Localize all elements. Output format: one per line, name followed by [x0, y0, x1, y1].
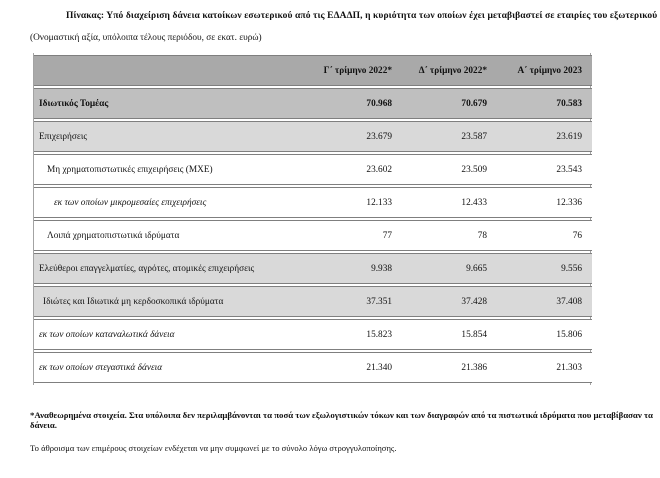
footnote-revised-data: *Αναθεωρημένα στοιχεία. Στα υπόλοιπα δεν…	[30, 410, 653, 430]
cell-value: 76	[497, 220, 592, 251]
loans-table: Γ΄ τρίμηνο 2022* Δ΄ τρίμηνο 2022* Α΄ τρί…	[34, 53, 592, 385]
cell-value: 9.556	[497, 253, 592, 284]
header-empty-cell	[34, 55, 307, 86]
cell-value: 15.854	[402, 319, 497, 350]
cell-value: 9.665	[402, 253, 497, 284]
page-title: Πίνακας: Υπό διαχείριση δάνεια κατοίκων …	[66, 11, 658, 21]
table-row-housing-loans: εκ των οποίων στεγαστικά δάνεια 21.340 2…	[34, 352, 592, 383]
cell-value: 15.823	[307, 319, 402, 350]
table-row-other-financial-institutions: Λοιπά χρηματοπιστωτικά ιδρύματα 77 78 76	[34, 220, 592, 251]
row-label: εκ των οποίων στεγαστικά δάνεια	[34, 352, 307, 383]
page-subtitle: (Ονομαστική αξία, υπόλοιπα τέλους περιόδ…	[30, 33, 262, 43]
cell-value: 77	[307, 220, 402, 251]
cell-value: 70.968	[307, 88, 402, 119]
table-row-individuals-npish: Ιδιώτες και Ιδιωτικά μη κερδοσκοπικά ιδρ…	[34, 286, 592, 317]
row-label: εκ των οποίων καταναλωτικά δάνεια	[34, 319, 307, 350]
row-label: Ιδιωτικός Τομέας	[34, 88, 307, 119]
cell-value: 70.583	[497, 88, 592, 119]
data-table-frame: Γ΄ τρίμηνο 2022* Δ΄ τρίμηνο 2022* Α΄ τρί…	[33, 53, 592, 385]
cell-value: 12.433	[402, 187, 497, 218]
table-row-sme: εκ των οποίων μικρομεσαίες επιχειρήσεις …	[34, 187, 592, 218]
cell-value: 23.509	[402, 154, 497, 185]
footnote-rounding: Το άθροισμα των επιμέρους στοιχείων ενδέ…	[30, 443, 397, 453]
column-header-q4-2022: Δ΄ τρίμηνο 2022*	[402, 55, 497, 86]
table-row-nonfinancial-corporations: Μη χρηματοπιστωτικές επιχειρήσεις (ΜΧΕ) …	[34, 154, 592, 185]
column-header-q3-2022: Γ΄ τρίμηνο 2022*	[307, 55, 402, 86]
cell-value: 9.938	[307, 253, 402, 284]
cell-value: 23.679	[307, 121, 402, 152]
cell-value: 12.133	[307, 187, 402, 218]
cell-value: 15.806	[497, 319, 592, 350]
cell-value: 21.303	[497, 352, 592, 383]
table-row-private-sector: Ιδιωτικός Τομέας 70.968 70.679 70.583	[34, 88, 592, 119]
cell-value: 23.602	[307, 154, 402, 185]
table-row-enterprises: Επιχειρήσεις 23.679 23.587 23.619	[34, 121, 592, 152]
row-label: Ελεύθεροι επαγγελματίες, αγρότες, ατομικ…	[34, 253, 307, 284]
cell-value: 37.408	[497, 286, 592, 317]
cell-value: 21.340	[307, 352, 402, 383]
cell-value: 70.679	[402, 88, 497, 119]
row-label: Λοιπά χρηματοπιστωτικά ιδρύματα	[34, 220, 307, 251]
row-label: Επιχειρήσεις	[34, 121, 307, 152]
row-label: Μη χρηματοπιστωτικές επιχειρήσεις (ΜΧΕ)	[34, 154, 307, 185]
table-row-consumer-loans: εκ των οποίων καταναλωτικά δάνεια 15.823…	[34, 319, 592, 350]
cell-value: 37.428	[402, 286, 497, 317]
cell-value: 23.543	[497, 154, 592, 185]
cell-value: 23.619	[497, 121, 592, 152]
cell-value: 37.351	[307, 286, 402, 317]
column-header-q1-2023: Α΄ τρίμηνο 2023	[497, 55, 592, 86]
header-row: Γ΄ τρίμηνο 2022* Δ΄ τρίμηνο 2022* Α΄ τρί…	[34, 55, 592, 86]
cell-value: 78	[402, 220, 497, 251]
cell-value: 23.587	[402, 121, 497, 152]
cell-value: 12.336	[497, 187, 592, 218]
row-label: Ιδιώτες και Ιδιωτικά μη κερδοσκοπικά ιδρ…	[34, 286, 307, 317]
cell-value: 21.386	[402, 352, 497, 383]
row-label: εκ των οποίων μικρομεσαίες επιχειρήσεις	[34, 187, 307, 218]
table-row-freelancers-farmers: Ελεύθεροι επαγγελματίες, αγρότες, ατομικ…	[34, 253, 592, 284]
